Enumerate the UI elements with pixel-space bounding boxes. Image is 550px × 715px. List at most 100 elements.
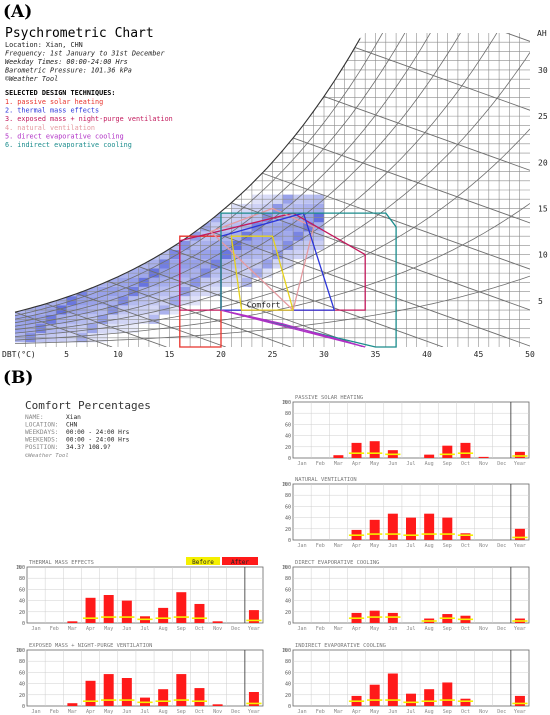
climate-data-cell xyxy=(25,287,36,297)
climate-data-cell xyxy=(118,259,129,269)
bar-after xyxy=(194,603,205,623)
bar-after xyxy=(85,680,96,706)
climate-data-cell xyxy=(76,250,88,260)
wet-bulb-line xyxy=(138,266,364,347)
x-tick-label: Sep xyxy=(443,626,452,632)
y-tick-label: 40 xyxy=(19,682,25,688)
bar-before xyxy=(457,700,474,702)
climate-data-cell xyxy=(87,268,98,278)
x-tick-label: Dec xyxy=(497,626,506,632)
x-tick-label: Dec xyxy=(231,626,240,632)
wet-bulb-line xyxy=(292,137,530,347)
bar-before xyxy=(367,616,383,618)
x-tick-label: Mar xyxy=(68,709,77,715)
y-tick-label: 60 xyxy=(285,504,291,510)
bar-before xyxy=(101,699,117,701)
x-tick-label: Jul xyxy=(406,709,415,715)
y-tick-label: 40 xyxy=(285,434,291,440)
climate-data-cell xyxy=(97,250,108,260)
y-tick-label: 20 xyxy=(538,158,548,167)
climate-data-cell xyxy=(97,268,108,278)
climate-data-cell xyxy=(15,296,26,306)
bar-before xyxy=(421,533,437,535)
bar-after xyxy=(369,441,380,458)
x-tick-label: Jun xyxy=(388,626,397,632)
x-tick-label: Jan xyxy=(298,461,307,467)
x-tick-label: Apr xyxy=(352,461,361,467)
y-tick-label: 15 xyxy=(538,204,548,213)
psychro-info-line: Location: Xian, CHN xyxy=(5,41,83,49)
x-tick-label: Aug xyxy=(159,626,168,632)
x-tick-label: Jul xyxy=(406,461,415,467)
rh-curve xyxy=(15,275,530,344)
y-axis-label: % xyxy=(284,400,287,406)
x-tick-label: Feb xyxy=(316,461,325,467)
direct-evaporative-zone xyxy=(220,309,366,348)
x-tick-label: Jan xyxy=(298,626,307,632)
y-tick-label: 0 xyxy=(288,621,291,627)
x-tick-label: May xyxy=(104,626,113,632)
climate-data-cell xyxy=(138,231,149,241)
bar-after xyxy=(514,695,525,706)
climate-data-cell xyxy=(159,231,170,241)
technique-item: 3. exposed mass + night-purge ventilatio… xyxy=(5,115,173,123)
bar-after xyxy=(442,445,453,458)
panel-a-label: (A) xyxy=(3,2,33,22)
rh-curve xyxy=(15,52,530,334)
bar-after xyxy=(85,597,96,623)
bar-before xyxy=(457,534,474,536)
comfort-copyright: ©Weather Tool xyxy=(25,453,69,459)
x-tick-label: 10 xyxy=(113,350,123,359)
x-tick-label: Dec xyxy=(497,543,506,549)
climate-data-cell xyxy=(45,277,57,287)
climate-data-cell xyxy=(148,231,160,241)
climate-data-cell xyxy=(169,222,180,232)
subchart-title: THERMAL MASS EFFECTS xyxy=(29,560,94,566)
bar-after xyxy=(442,682,453,706)
y-axis-label: % xyxy=(284,482,287,488)
plot-frame xyxy=(26,649,264,707)
x-tick-label: May xyxy=(104,709,113,715)
climate-data-cell xyxy=(76,268,88,278)
climate-data-cell xyxy=(138,240,149,250)
x-tick-label: Apr xyxy=(86,626,95,632)
bar-after xyxy=(103,595,114,623)
x-tick-label: Jan xyxy=(298,543,307,549)
technique-item: 4. natural ventilation xyxy=(5,124,95,132)
info-key: WEEKENDS: xyxy=(25,437,59,444)
climate-data-cell xyxy=(107,259,118,269)
y-tick-label: 20 xyxy=(19,693,25,699)
x-tick-label: Mar xyxy=(334,461,343,467)
x-tick-label: Apr xyxy=(86,709,95,715)
climate-data-cell xyxy=(66,287,77,297)
bar-after xyxy=(194,688,205,706)
comfort-title: Comfort Percentages xyxy=(25,399,151,412)
y-tick-label: 80 xyxy=(285,411,291,417)
x-tick-label: Apr xyxy=(352,709,361,715)
bar-after xyxy=(406,693,416,706)
x-tick-label: May xyxy=(370,709,379,715)
bar-before xyxy=(367,533,383,535)
x-tick-label: Year xyxy=(514,543,526,549)
bar-after xyxy=(369,684,380,706)
climate-data-cell xyxy=(66,277,77,287)
bar-before xyxy=(191,700,208,702)
x-tick-label: Jun xyxy=(388,461,397,467)
bar-before xyxy=(348,534,365,536)
wet-bulb-line xyxy=(169,248,444,347)
bar-after xyxy=(424,454,435,458)
techniques-heading: SELECTED DESIGN TECHNIQUES: xyxy=(5,89,116,97)
bar-before xyxy=(439,699,455,701)
bar-after xyxy=(67,621,78,623)
x-tick-label: Feb xyxy=(316,709,325,715)
bar-after xyxy=(176,674,187,706)
x-tick-label: Dec xyxy=(497,461,506,467)
x-tick-label: Aug xyxy=(425,543,434,549)
bar-after xyxy=(121,600,132,623)
comfort-bar-chart: INDIRECT EVAPORATIVE COOLING 0 20 40 60 80 100… xyxy=(282,643,530,715)
x-tick-label: 45 xyxy=(474,350,484,359)
bar-before xyxy=(439,617,455,619)
climate-data-cell xyxy=(169,231,180,241)
y-tick-label: 80 xyxy=(285,659,291,665)
climate-data-cell xyxy=(56,277,67,287)
